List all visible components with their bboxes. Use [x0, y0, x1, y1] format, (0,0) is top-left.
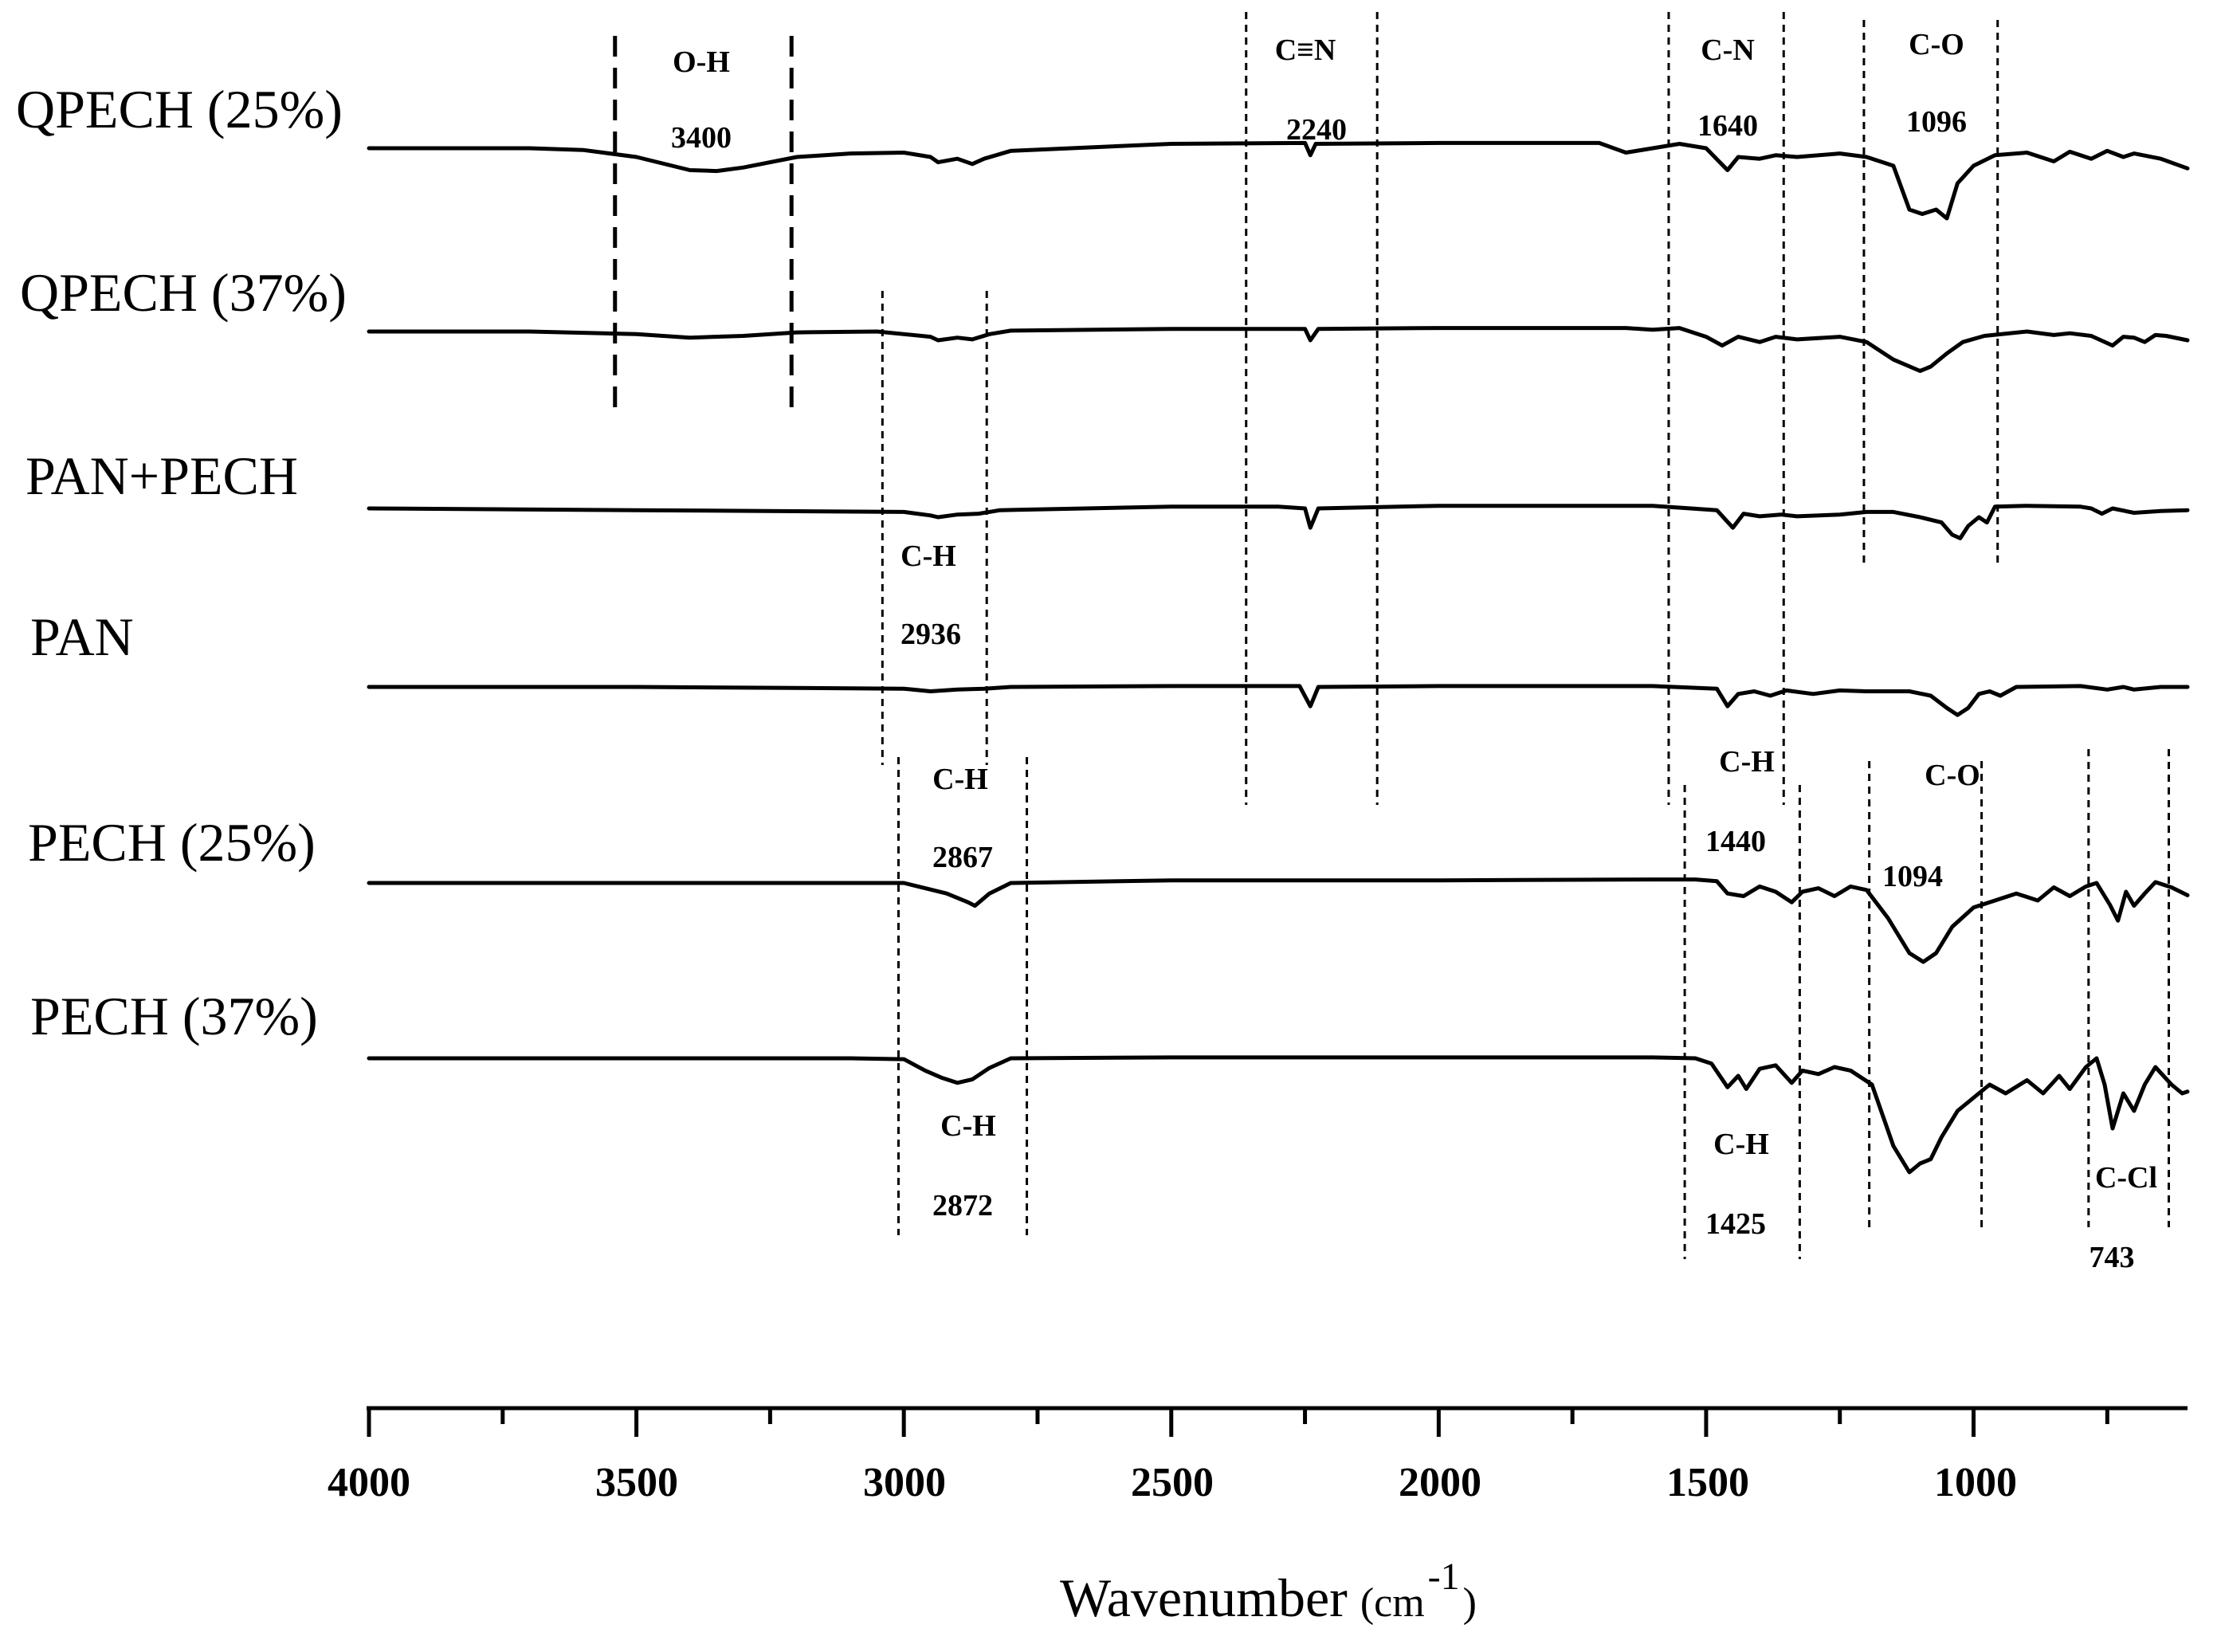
x-axis-title: Wavenumber (cm -1 ): [1060, 1556, 1477, 1628]
x-axis-ticks: [367, 1408, 2109, 1437]
x-tick-label-1000: 1000: [1934, 1460, 2017, 1505]
spectrum-qpech-37: [367, 326, 2190, 373]
anno-oh-value: 3400: [671, 121, 732, 155]
spectrum-pech-25: [367, 877, 2190, 964]
x-tick-label-3000: 3000: [863, 1460, 946, 1505]
series-label-qpech-25: QPECH (25%): [16, 79, 343, 139]
x-tick-label-1500: 1500: [1666, 1460, 1749, 1505]
annotation-lines: [613, 12, 2171, 1259]
anno-co-1094-label: C-O: [1925, 759, 1980, 792]
anno-co-value: 1096: [1906, 105, 1967, 139]
anno-ch-1425-label: C-H: [1713, 1128, 1769, 1161]
anno-ch-2936-value: 2936: [901, 618, 961, 651]
series-label-qpech-37: QPECH (37%): [20, 262, 347, 323]
x-axis-title-unit-exp: -1: [1428, 1556, 1460, 1598]
series-label-pan-pech: PAN+PECH: [26, 445, 298, 506]
x-axis-title-unit-prefix: (cm: [1360, 1580, 1425, 1626]
x-tick-label-3500: 3500: [595, 1460, 678, 1505]
x-axis-title-main: Wavenumber: [1060, 1568, 1348, 1628]
anno-oh-label: O-H: [673, 45, 730, 79]
x-axis-title-unit-suffix: ): [1463, 1580, 1477, 1626]
series-label-pan: PAN: [30, 606, 134, 667]
anno-co-1094-value: 1094: [1882, 860, 1943, 893]
anno-ch-1440-value: 1440: [1705, 825, 1766, 858]
x-tick-label-2000: 2000: [1399, 1460, 1481, 1505]
anno-ch-2867-value: 2867: [932, 841, 993, 874]
x-tick-label-2500: 2500: [1131, 1460, 1214, 1505]
anno-ch-1425-value: 1425: [1705, 1207, 1766, 1241]
anno-ch-2867-label: C-H: [932, 763, 988, 796]
anno-cn-label: C-N: [1701, 33, 1755, 67]
spectra-group: [367, 140, 2190, 1175]
anno-cn-triple-label: C≡N: [1275, 33, 1336, 67]
x-tick-label-4000: 4000: [328, 1460, 410, 1505]
series-label-pech-37: PECH (37%): [30, 986, 318, 1046]
spectrum-pech-37: [367, 1055, 2190, 1175]
spectrum-pan: [367, 684, 2190, 717]
anno-cn-value: 1640: [1697, 109, 1758, 143]
spectrum-pan-pech: [367, 504, 2190, 540]
anno-ch-2872-label: C-H: [940, 1109, 996, 1143]
anno-ccl-value: 743: [2089, 1241, 2135, 1274]
spectrum-qpech-25: [367, 140, 2190, 221]
series-label-pech-25: PECH (25%): [28, 812, 316, 873]
anno-co-label: C-O: [1909, 28, 1964, 61]
anno-ch-1440-label: C-H: [1719, 745, 1775, 779]
anno-ccl-label: C-Cl: [2095, 1161, 2157, 1195]
anno-cn-triple-value: 2240: [1286, 113, 1347, 147]
anno-ch-2872-value: 2872: [932, 1189, 993, 1222]
anno-ch-2936-label: C-H: [901, 540, 956, 573]
